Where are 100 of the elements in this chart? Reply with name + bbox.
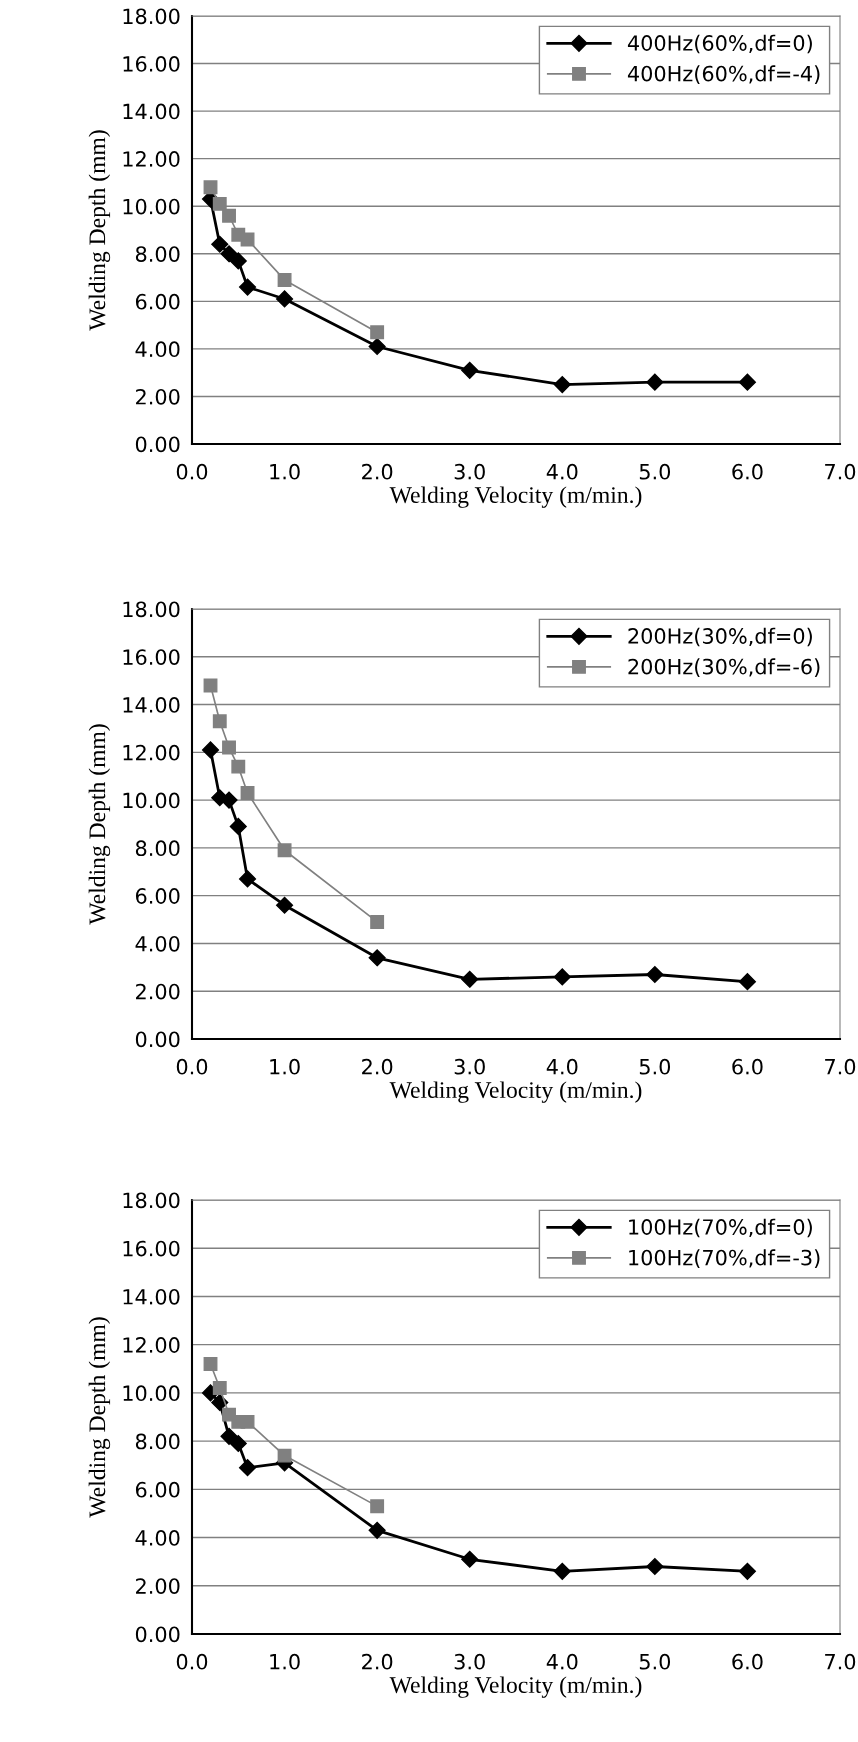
x-tick-label: 0.0 (176, 1058, 208, 1075)
point (222, 740, 236, 755)
point (277, 272, 292, 287)
point (646, 1557, 664, 1576)
y-axis-title: Welding Depth (mm) (88, 130, 111, 331)
point (231, 759, 246, 774)
y-tick-label: 12.00 (123, 744, 180, 761)
y-tick-label: 8.00 (135, 1433, 180, 1450)
y-tick-label: 14.00 (123, 103, 180, 120)
x-tick-label: 0.0 (176, 463, 208, 480)
point (553, 1562, 571, 1580)
y-tick-label: 14.00 (123, 697, 180, 713)
x-axis-title: Welding Velocity (m/min.) (389, 1676, 642, 1698)
point (203, 1357, 218, 1371)
point (211, 1393, 229, 1412)
x-tick-label: 0.0 (176, 1653, 208, 1670)
legend-label: 400Hz(60%,df=0) (627, 34, 812, 54)
x-tick-label: 1.0 (270, 1653, 300, 1670)
point (212, 1381, 227, 1396)
legend-label: 400Hz(60%,df=-4) (627, 65, 820, 84)
y-tick-label: 4.00 (135, 935, 180, 952)
x-tick-label: 2.0 (362, 463, 393, 480)
point (277, 1448, 292, 1463)
point (738, 1562, 756, 1580)
y-tick-label: 18.00 (123, 8, 180, 25)
x-tick-label: 4.0 (546, 1653, 578, 1670)
point (738, 373, 756, 391)
y-tick-label: 2.00 (136, 388, 180, 405)
x-tick-label: 6.0 (732, 1058, 763, 1075)
x-axis-title: Welding Velocity (m/min.) (389, 1081, 642, 1103)
point (229, 252, 247, 270)
y-tick-label: 10.00 (123, 198, 180, 215)
y-tick-label: 12.00 (123, 1337, 180, 1353)
point (212, 714, 227, 729)
point (461, 970, 479, 988)
y-tick-label: 6.00 (135, 293, 180, 310)
point (646, 373, 664, 391)
point (738, 973, 756, 991)
x-tick-label: 5.0 (639, 1058, 671, 1075)
point (222, 208, 236, 223)
legend-label: 100Hz(70%,df=-3) (629, 1249, 820, 1268)
y-tick-label: 12.00 (123, 151, 180, 167)
point (229, 1434, 247, 1453)
x-tick-label: 3.0 (454, 1058, 485, 1075)
point (276, 896, 294, 914)
y-tick-label: 6.00 (135, 888, 180, 904)
x-tick-label: 2.0 (362, 1058, 393, 1075)
x-tick-label: 4.0 (546, 1058, 578, 1075)
point (553, 376, 571, 394)
y-tick-label: 6.00 (135, 1481, 180, 1498)
x-tick-label: 1.0 (270, 463, 300, 480)
point (238, 870, 257, 888)
y-tick-label: 10.00 (123, 792, 180, 809)
legend-label: 100Hz(70%,df=0) (629, 1218, 812, 1238)
y-tick-label: 8.00 (135, 840, 180, 857)
x-tick-label: 6.0 (732, 1653, 763, 1670)
y-tick-label: 0.00 (135, 1031, 180, 1048)
x-tick-label: 5.0 (639, 1653, 671, 1670)
point (203, 180, 218, 195)
x-tick-label: 7.0 (825, 1653, 856, 1670)
point (553, 968, 571, 986)
x-tick-label: 3.0 (454, 463, 485, 480)
x-tick-label: 2.0 (362, 1653, 393, 1670)
y-tick-label: 8.00 (135, 246, 180, 262)
point (368, 337, 386, 356)
y-tick-label: 16.00 (123, 1240, 180, 1257)
y-tick-label: 2.00 (136, 1578, 180, 1594)
point (238, 1459, 257, 1477)
point (240, 1414, 255, 1429)
x-tick-label: 4.0 (546, 463, 578, 480)
point (238, 278, 257, 296)
point (220, 245, 238, 263)
point (368, 949, 386, 967)
point (211, 235, 229, 253)
point (461, 1550, 479, 1568)
point (212, 196, 227, 211)
y-axis-title: Welding Depth (mm) (88, 724, 111, 925)
point (201, 741, 220, 759)
point (229, 817, 247, 835)
y-tick-label: 16.00 (123, 649, 180, 665)
point (370, 914, 385, 929)
x-tick-label: 1.0 (270, 1058, 300, 1075)
y-axis-title: Welding Depth (mm) (88, 1317, 111, 1518)
point (646, 965, 664, 984)
y-tick-label: 14.00 (123, 1288, 180, 1305)
legend-label: 200Hz(30%,df=-6) (628, 658, 820, 677)
y-tick-label: 2.00 (136, 983, 180, 1000)
point (370, 325, 385, 340)
y-tick-label: 4.00 (135, 1530, 180, 1546)
x-tick-label: 7.0 (825, 1058, 856, 1075)
point (368, 1521, 386, 1539)
point (203, 678, 218, 693)
point (370, 1499, 385, 1514)
x-tick-label: 3.0 (454, 1653, 485, 1670)
x-tick-label: 7.0 (825, 463, 856, 480)
x-tick-label: 5.0 (639, 463, 671, 480)
y-tick-label: 0.00 (135, 1626, 180, 1643)
y-tick-label: 16.00 (123, 56, 180, 72)
y-tick-label: 10.00 (123, 1385, 180, 1402)
x-axis-title: Welding Velocity (m/min.) (389, 486, 642, 508)
